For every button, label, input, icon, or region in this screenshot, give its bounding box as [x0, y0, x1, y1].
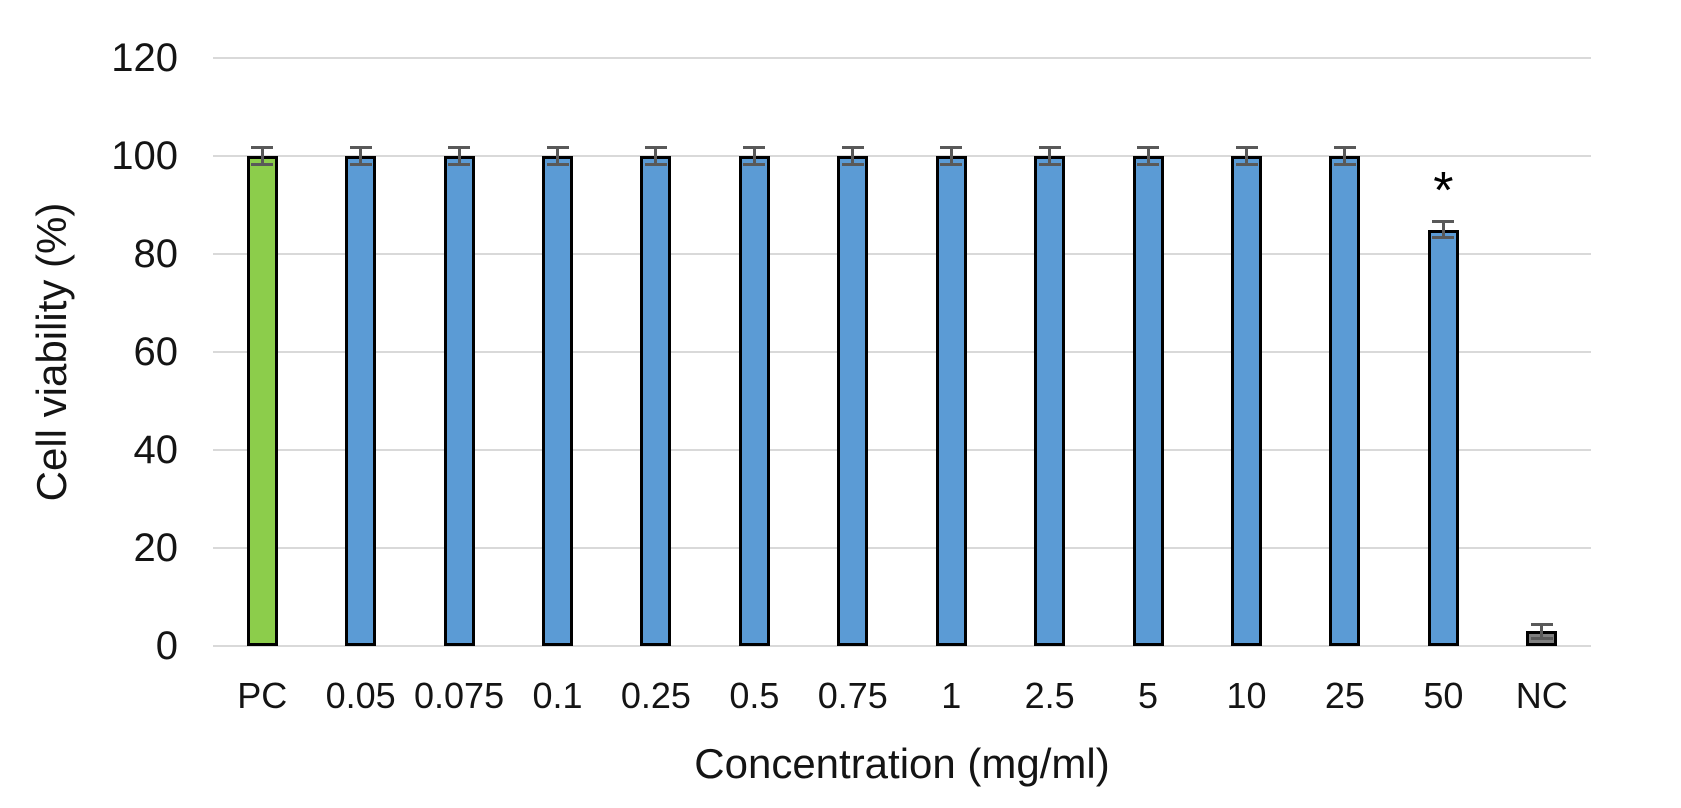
bar-25	[1329, 156, 1361, 646]
error-bar-cap-bottom	[1530, 636, 1553, 640]
error-bar-cap-top	[251, 146, 274, 150]
error-bar-cap-top	[448, 146, 471, 150]
error-bar-25	[1343, 147, 1347, 165]
error-bar-cap-bottom	[841, 162, 864, 166]
y-tick-label: 100	[111, 134, 178, 178]
x-tick-label-0.1: 0.1	[532, 675, 583, 716]
x-axis-title: Concentration (mg/ml)	[694, 740, 1110, 787]
x-tick-label-0.075: 0.075	[414, 675, 505, 716]
x-tick-label-0.75: 0.75	[817, 675, 888, 716]
gridline-y80	[213, 253, 1591, 255]
error-bar-cap-top	[644, 146, 667, 150]
error-bar-cap-top	[1235, 146, 1258, 150]
bar-5	[1132, 156, 1164, 646]
error-bar-cap-top	[743, 146, 766, 150]
error-bar-cap-top	[841, 146, 864, 150]
y-tick-label: 120	[111, 36, 178, 80]
bar-0.075	[443, 156, 475, 646]
bar-2.5	[1034, 156, 1066, 646]
error-bar-0.1	[556, 147, 559, 165]
error-bar-cap-bottom	[743, 162, 766, 166]
significance-marker-50: *	[1433, 161, 1454, 220]
error-bar-0.5	[752, 147, 756, 165]
error-bar-NC	[1540, 623, 1544, 639]
y-tick-label: 40	[133, 428, 179, 472]
bar-50	[1427, 229, 1459, 646]
bar-0.5	[738, 156, 770, 646]
x-tick-label-NC: NC	[1515, 675, 1568, 716]
error-bar-0.075	[457, 147, 461, 165]
error-bar-0.75	[851, 147, 855, 165]
error-bar-cap-bottom	[251, 162, 274, 166]
x-tick-label-10: 10	[1226, 675, 1267, 716]
error-bar-0.25	[654, 147, 658, 165]
gridline-y0	[213, 645, 1591, 647]
error-bar-cap-bottom	[448, 162, 471, 166]
x-tick-label-5: 5	[1138, 675, 1159, 716]
error-bar-cap-top	[349, 146, 372, 150]
error-bar-cap-top	[1530, 622, 1553, 626]
bar-PC	[246, 156, 278, 646]
bar-0.1	[542, 156, 573, 646]
error-bar-10	[1245, 147, 1248, 165]
error-bar-cap-bottom	[1432, 236, 1455, 240]
bar-0.75	[837, 156, 869, 646]
error-bar-cap-bottom	[644, 162, 667, 166]
error-bar-PC	[260, 147, 264, 165]
bar-0.25	[640, 156, 672, 646]
x-tick-label-50: 50	[1423, 675, 1464, 716]
gridline-y100	[213, 155, 1591, 157]
x-tick-label-1: 1	[941, 675, 962, 716]
y-tick-label: 60	[133, 330, 179, 374]
error-bar-2.5	[1048, 147, 1052, 165]
error-bar-cap-top	[940, 146, 963, 150]
error-bar-cap-bottom	[349, 162, 372, 166]
x-tick-label-0.05: 0.05	[325, 675, 396, 716]
error-bar-50	[1441, 220, 1445, 239]
bar-1	[935, 156, 967, 646]
x-tick-label-0.25: 0.25	[620, 675, 691, 716]
bar-0.05	[345, 156, 377, 646]
x-tick-label-PC: PC	[237, 675, 288, 716]
error-bar-cap-bottom	[940, 162, 963, 166]
gridline-y60	[213, 351, 1591, 353]
error-bar-cap-bottom	[1137, 162, 1160, 166]
x-tick-label-0.5: 0.5	[729, 675, 780, 716]
plot-area: *	[213, 57, 1591, 647]
gridline-y120	[213, 57, 1591, 59]
error-bar-1	[949, 147, 953, 165]
error-bar-0.05	[359, 147, 363, 165]
error-bar-cap-top	[546, 146, 569, 150]
gridline-y20	[213, 547, 1591, 549]
error-bar-cap-top	[1038, 146, 1061, 150]
error-bar-cap-bottom	[546, 162, 569, 166]
error-bar-cap-bottom	[1333, 162, 1356, 166]
error-bar-cap-top	[1333, 146, 1356, 150]
bar-10	[1231, 156, 1262, 646]
error-bar-cap-top	[1137, 146, 1160, 150]
error-bar-cap-top	[1432, 219, 1455, 223]
error-bar-cap-bottom	[1235, 162, 1258, 166]
error-bar-5	[1146, 147, 1150, 165]
gridline-y40	[213, 449, 1591, 451]
y-tick-label: 20	[133, 526, 179, 570]
y-tick-label: 0	[155, 624, 178, 668]
x-tick-label-2.5: 2.5	[1024, 675, 1075, 716]
y-tick-label: 80	[133, 232, 179, 276]
x-tick-label-25: 25	[1324, 675, 1365, 716]
error-bar-cap-bottom	[1038, 162, 1061, 166]
